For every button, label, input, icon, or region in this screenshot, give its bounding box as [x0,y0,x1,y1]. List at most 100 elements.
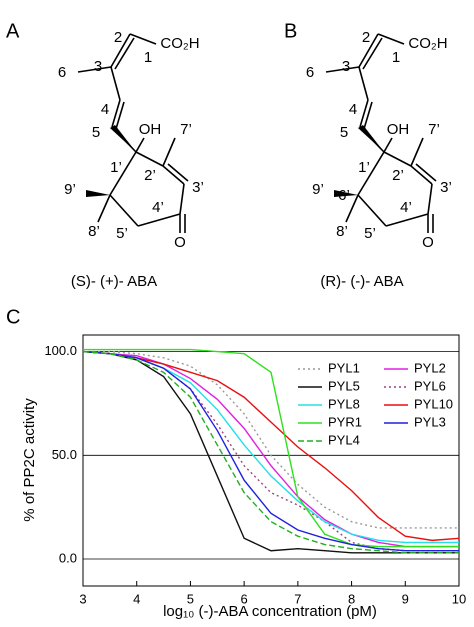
atom-label: 4’ [400,199,412,216]
atom-label: 6 [306,64,314,81]
series-line [82,350,460,542]
x-tick-label: 7 [294,591,301,606]
legend-label: PYL6 [414,378,446,393]
series-line [82,350,459,552]
wedge-bond [86,190,110,197]
bond [135,137,145,153]
series-line [82,350,459,554]
atom-label: 2 [114,29,122,46]
atom-label: 5 [92,124,100,141]
bond [135,151,164,167]
legend-label: PYL8 [328,396,360,411]
bond [383,151,412,167]
atom-label: OH [139,121,162,138]
y-axis-label: % of PP2C activity [21,398,38,522]
bond [111,99,121,128]
atom-label: 3 [342,58,350,75]
legend-label: PYL2 [414,360,446,375]
atom-label: OH [387,121,410,138]
series-line [82,350,459,548]
bond [410,137,424,167]
atom-label: 2’ [392,167,404,184]
bond [162,165,185,185]
bond [357,194,387,227]
bond [357,151,385,196]
atom-label: 7’ [180,121,192,138]
atom-label: 8’ [336,223,348,240]
y-tick-label: 50.0 [52,447,77,462]
series-line [83,348,459,548]
atom-label: 4 [101,101,109,118]
series-line [82,350,459,554]
bond [427,183,433,215]
legend-label: PYL1 [328,360,360,375]
bond [359,99,369,128]
panel-label: B [284,20,297,42]
atom-label: 9’ [64,181,76,198]
bond [363,101,373,130]
atom-label: 1’ [110,159,122,176]
wedge-bond [110,125,136,152]
legend-label: PYL4 [328,432,360,447]
legend-label: PYL3 [414,414,446,429]
bond [345,194,359,223]
legend-label: PYL5 [328,378,360,393]
atom-label: 6 [58,64,66,81]
x-tick-label: 9 [402,591,409,606]
bond [110,33,131,68]
compound-name: (R)- (-)- ABA [320,273,403,290]
atom-label: 1 [392,49,400,66]
atom-label: 1 [144,49,152,66]
bond [167,163,189,182]
bond [97,194,111,223]
wedge-bond [358,125,384,152]
atom-label: 6’ [338,187,350,204]
bond [385,213,429,227]
atom-label: 2’ [144,167,156,184]
plot-frame [82,334,460,587]
bond [383,137,393,153]
x-tick-label: 10 [452,591,466,606]
atom-label: 5’ [364,225,376,242]
series-line [82,350,459,552]
y-tick-label: 100.0 [44,343,77,358]
legend-label: PYL10 [414,396,453,411]
atom-label: 2 [362,29,370,46]
bond [115,101,125,130]
bond [377,33,405,45]
series-line [83,350,459,529]
atom-label: O [422,234,434,251]
atom-label: 4 [349,101,357,118]
atom-label: 5’ [116,225,128,242]
atom-label: CO₂H [160,35,199,52]
atom-label: 5 [340,124,348,141]
bond [415,163,437,182]
x-axis-label: log₁₀ (-)-ABA concentration (pM) [163,603,377,620]
bond [129,33,157,45]
bond [162,137,176,167]
y-tick-label: 0.0 [59,550,77,565]
bond [179,183,185,215]
atom-label: 8’ [88,223,100,240]
atom-label: 3’ [192,179,204,196]
bond [114,37,135,70]
panel-label: C [6,306,20,328]
wedge-bond [334,190,358,197]
x-tick-label: 5 [187,591,194,606]
atom-label: CO₂H [408,35,447,52]
atom-label: 4’ [152,199,164,216]
x-tick-label: 8 [348,591,355,606]
bond [77,66,112,73]
x-tick-label: 4 [133,591,140,606]
atom-label: 3’ [440,179,452,196]
bond [358,66,369,101]
atom-label: O [174,234,186,251]
bond [325,66,360,73]
atom-label: 3 [94,58,102,75]
bond [358,33,379,68]
bond [137,213,181,227]
legend-label: PYR1 [328,414,362,429]
atom-label: 1’ [358,159,370,176]
x-tick-label: 6 [241,591,248,606]
